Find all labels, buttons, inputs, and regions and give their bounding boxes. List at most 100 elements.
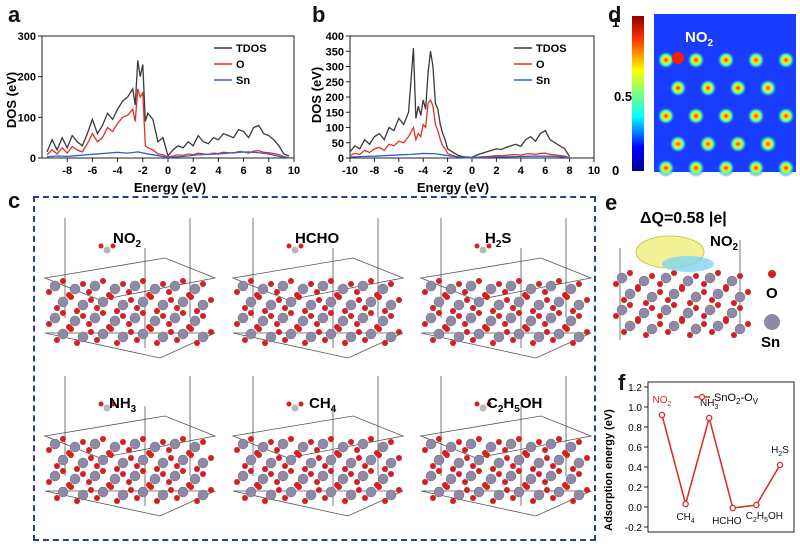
o-atom [576,471,582,477]
sn-atom [297,441,309,453]
sn-atom [545,470,557,482]
o-atom [194,466,200,472]
sn-atom [177,454,189,466]
o-atom [564,294,570,300]
y-tick-label: 350 [326,46,344,58]
series-line-tdos [349,48,571,159]
legend-label-o: O [536,59,545,71]
y-tick-label: 1.0 [628,403,642,414]
sn-atom [357,438,369,450]
svg-text:SnO2-OV: SnO2-OV [714,392,759,406]
o-atom [745,289,751,295]
o-atom [100,436,106,442]
o-atom [160,439,166,445]
o-atom [723,318,729,324]
slab-label: HCHO [295,230,339,247]
sn-atom [297,473,309,485]
slab-model [43,218,217,359]
o-atom [530,466,536,472]
o-atom [564,484,570,490]
sn-atom [197,489,209,501]
sn-atom [357,470,369,482]
sn-atom [624,288,636,300]
o-atom [154,340,160,346]
o-atom [148,452,154,458]
o-atom [140,468,146,474]
o-atom [430,337,436,343]
o-atom [188,452,194,458]
o-atom [649,273,655,279]
sn-atom [237,280,249,292]
o-atom [174,495,180,501]
o-atom [242,463,248,469]
o-atom [60,468,66,474]
charge-density-atom [729,79,747,97]
o-atom [336,294,342,300]
o-atom [168,455,174,461]
sn-atom [285,486,297,498]
o-atom [362,305,368,311]
o-atom [542,289,548,295]
sn-atom [89,312,101,324]
data-point [682,500,689,508]
sn-atom [129,438,141,450]
sn-atom [149,315,161,327]
sn-atom [682,307,694,319]
sn-atom [337,283,349,295]
o-atom [148,294,154,300]
sn-atom [129,312,141,324]
o-atom [166,447,172,453]
sn-atom [117,457,129,469]
o-atom [160,281,166,287]
sn-atom [553,486,565,498]
sn-atom [137,296,149,308]
sn-atom [690,291,702,303]
o-atom [46,321,52,327]
o-atom [262,466,268,472]
o-atom [208,329,214,335]
o-atom [544,487,550,493]
o-atom [430,495,436,501]
sn-atom [69,315,81,327]
o-atom [354,321,360,327]
o-atom [114,340,120,346]
o-atom [570,340,576,346]
x-tick-label: -10 [342,165,358,177]
o-atom [180,278,186,284]
o-atom [262,308,268,314]
legend-label-sn: Sn [536,75,550,87]
o-atom [436,278,442,284]
sn-atom [345,299,357,311]
o-atom [194,340,200,346]
o-atom [731,300,737,306]
sn-atom [660,272,672,284]
slab-model [231,218,405,359]
o-atom [282,495,288,501]
o-atom [504,487,510,493]
o-atom [665,297,671,303]
o-atom [154,498,160,504]
o-atom [288,436,294,442]
o-atom [126,479,132,485]
o-atom [314,479,320,485]
o-atom [635,318,641,324]
o-atom [701,289,707,295]
o-atom [643,332,649,338]
sn-atom [473,486,485,498]
data-point [776,461,784,469]
o-atom [108,452,114,458]
o-atom [268,313,274,319]
charge-density-atom [669,135,687,153]
sn-atom [57,486,69,498]
colorbar-tick-max: 1 [612,15,619,30]
o-atom [234,447,240,453]
o-atom [274,321,280,327]
y-tick-label: 0.6 [628,443,642,454]
sn-atom [493,457,505,469]
y-tick-label: 200 [18,72,36,84]
panel-label-e: e [605,190,618,215]
sn-atom [377,473,389,485]
o-atom [456,439,462,445]
sn-atom [465,438,477,450]
sn-atom [157,457,169,469]
